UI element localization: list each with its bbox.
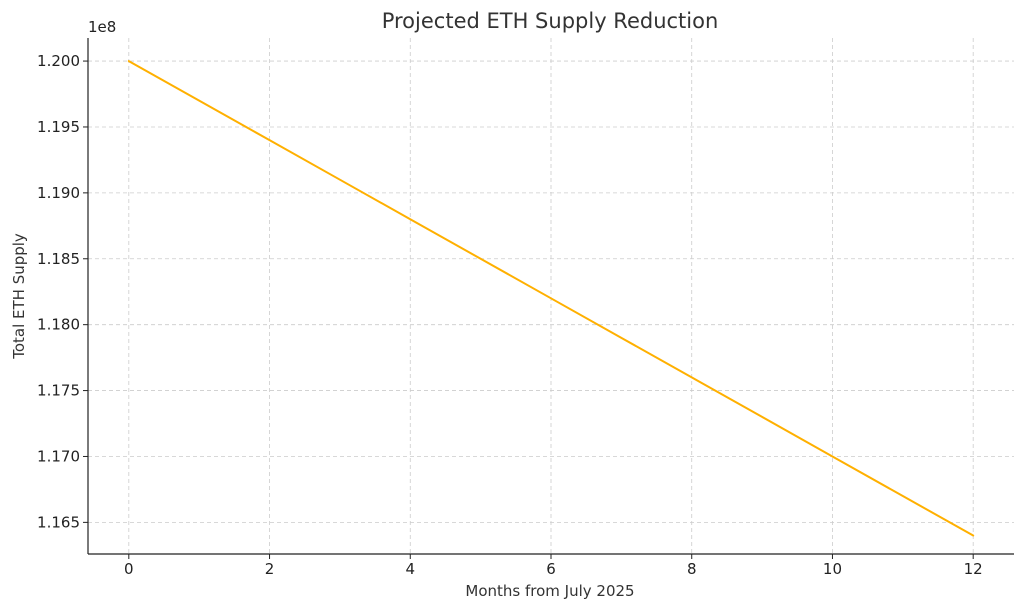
chart-title: Projected ETH Supply Reduction: [382, 9, 719, 33]
y-tick-label: 1.195: [37, 118, 80, 136]
y-tick-label: 1.170: [37, 447, 80, 465]
x-tick-label: 12: [964, 560, 983, 578]
y-tick-label: 1.190: [37, 184, 80, 202]
x-tick-label: 2: [265, 560, 275, 578]
x-tick-label: 4: [405, 560, 415, 578]
series-layer: [127, 60, 975, 537]
x-tick-label: 8: [687, 560, 697, 578]
y-axis-offset-label: 1e8: [88, 18, 116, 36]
y-tick-label: 1.185: [37, 250, 80, 268]
y-tick-label: 1.180: [37, 316, 80, 334]
x-tick-label: 6: [546, 560, 556, 578]
x-tick-label: 0: [124, 560, 134, 578]
y-axis-label: Total ETH Supply: [10, 233, 28, 360]
ticks-layer: 0 2 4 6 8 10 12 1.165 1.170 1.175 1.180 1.185 1.190 1…: [37, 52, 983, 578]
x-axis-label: Months from July 2025: [465, 582, 634, 600]
y-tick-label: 1.165: [37, 513, 80, 531]
y-tick-label: 1.200: [37, 52, 80, 70]
x-tick-label: 10: [823, 560, 842, 578]
series-line: [127, 60, 975, 537]
grid-layer: [88, 38, 1014, 554]
y-tick-label: 1.175: [37, 382, 80, 400]
